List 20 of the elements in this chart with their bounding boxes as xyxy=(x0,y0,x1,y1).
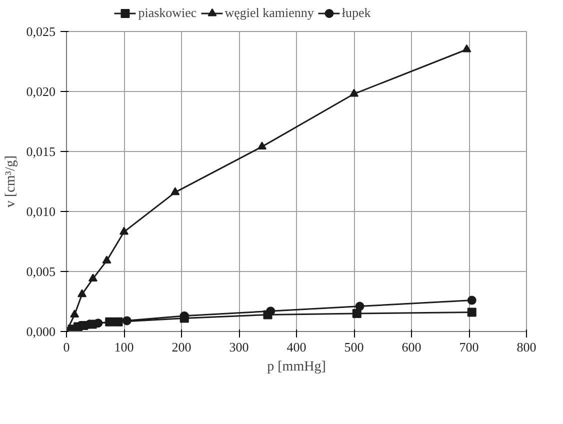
x-tick-label: 100 xyxy=(114,340,134,354)
y-tick-label: 0,005 xyxy=(26,264,56,279)
y-axis-title: v [cm³/g] xyxy=(3,155,18,208)
y-tick-label: 0,025 xyxy=(26,24,56,39)
x-tick-label: 800 xyxy=(516,340,536,354)
y-tick-label: 0,010 xyxy=(26,204,56,219)
x-tick-label: 200 xyxy=(172,340,192,354)
x-tick-label: 700 xyxy=(459,340,479,354)
legend-label: łupek xyxy=(342,5,371,21)
x-axis-title: p [mmHg] xyxy=(267,360,326,374)
y-tick-label: 0,015 xyxy=(26,144,56,159)
legend-label: piaskowiec xyxy=(138,5,197,21)
x-tick-label: 0 xyxy=(63,340,70,354)
y-tick-label: 0,020 xyxy=(26,84,56,99)
x-tick-label: 300 xyxy=(229,340,249,354)
legend-label: węgiel kamienny xyxy=(224,5,314,21)
y-tick-label: 0,000 xyxy=(26,324,56,339)
x-tick-label: 600 xyxy=(402,340,422,354)
x-tick-label: 400 xyxy=(286,340,306,354)
x-tick-label: 500 xyxy=(344,340,364,354)
